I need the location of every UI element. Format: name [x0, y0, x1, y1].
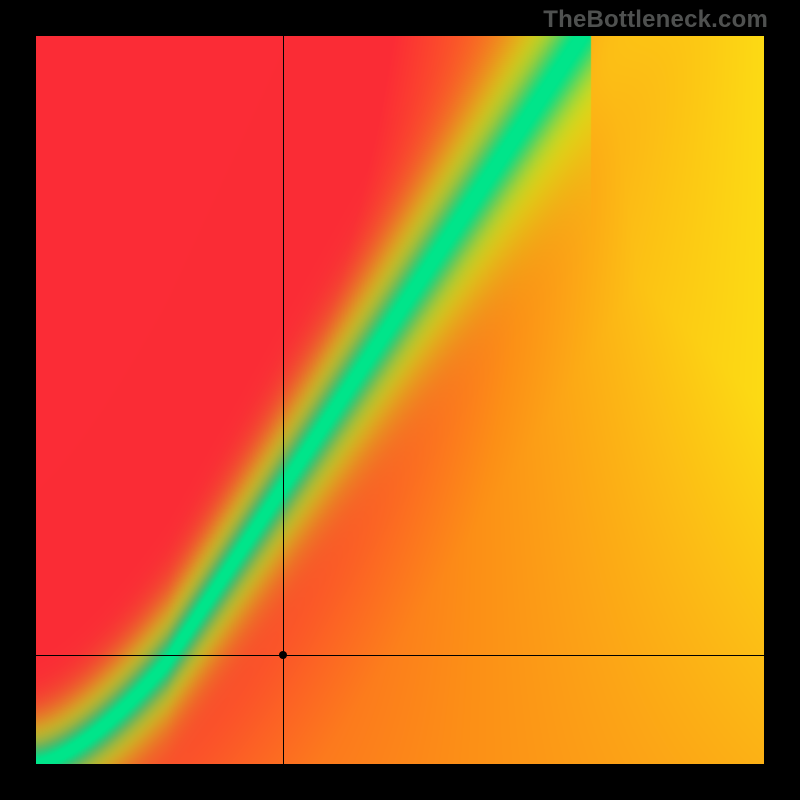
outer-frame: TheBottleneck.com [0, 0, 800, 800]
plot-area [36, 36, 764, 764]
watermark-text: TheBottleneck.com [543, 6, 768, 34]
crosshair-horizontal [36, 655, 764, 656]
crosshair-point [279, 651, 287, 659]
